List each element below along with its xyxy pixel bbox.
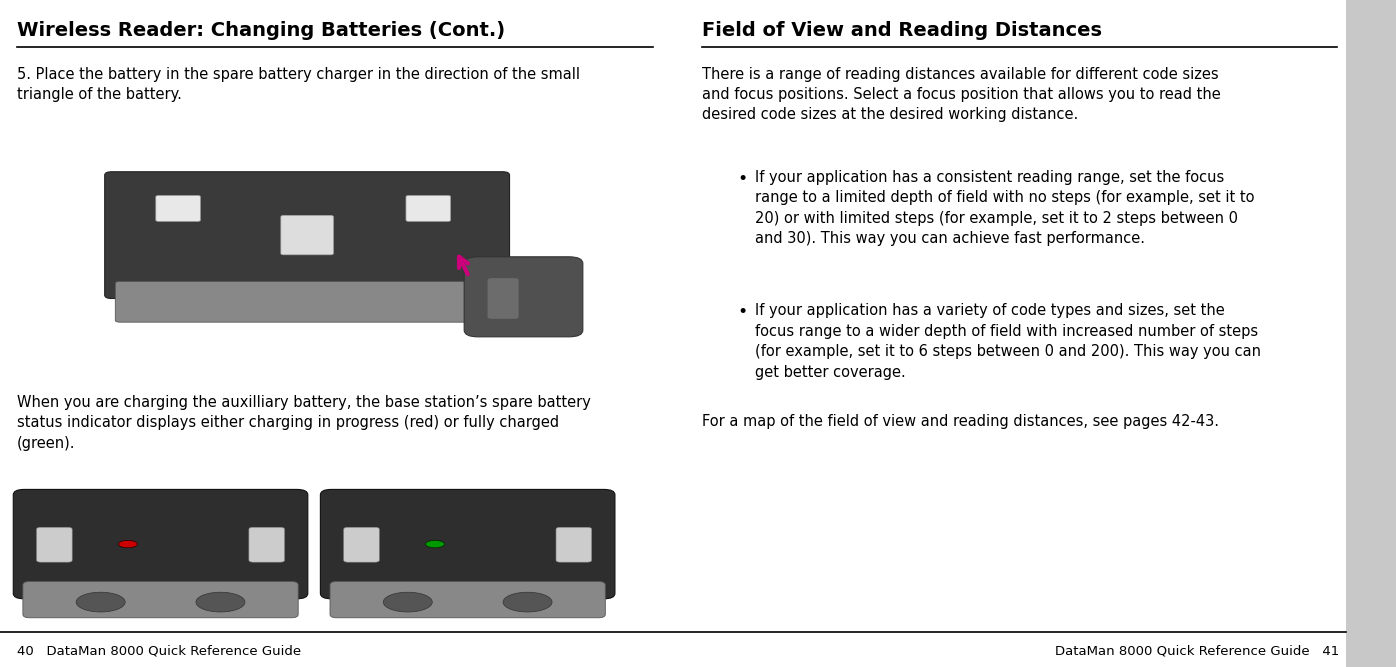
Text: DataMan 8000 Quick Reference Guide   41: DataMan 8000 Quick Reference Guide 41	[1054, 645, 1339, 658]
Text: 5. Place the battery in the spare battery charger in the direction of the small
: 5. Place the battery in the spare batter…	[17, 67, 579, 102]
FancyBboxPatch shape	[463, 257, 584, 337]
FancyBboxPatch shape	[116, 281, 498, 322]
Text: If your application has a consistent reading range, set the focus
range to a lim: If your application has a consistent rea…	[755, 170, 1255, 246]
Ellipse shape	[77, 592, 126, 612]
Text: For a map of the field of view and reading distances, see pages 42-43.: For a map of the field of view and readi…	[702, 414, 1219, 428]
Text: When you are charging the auxilliary battery, the base station’s spare battery
s: When you are charging the auxilliary bat…	[17, 395, 591, 451]
Text: Field of View and Reading Distances: Field of View and Reading Distances	[702, 21, 1103, 40]
FancyBboxPatch shape	[14, 490, 309, 599]
Ellipse shape	[384, 592, 433, 612]
Text: •: •	[737, 170, 747, 188]
FancyBboxPatch shape	[36, 528, 73, 562]
FancyBboxPatch shape	[343, 528, 380, 562]
Text: •: •	[737, 303, 747, 321]
FancyBboxPatch shape	[321, 490, 614, 599]
FancyBboxPatch shape	[281, 215, 334, 255]
Text: If your application has a variety of code types and sizes, set the
focus range t: If your application has a variety of cod…	[755, 303, 1261, 380]
Ellipse shape	[503, 592, 551, 612]
FancyBboxPatch shape	[556, 528, 592, 562]
FancyBboxPatch shape	[329, 582, 606, 618]
Ellipse shape	[426, 540, 444, 548]
Ellipse shape	[119, 540, 137, 548]
Text: There is a range of reading distances available for different code sizes
and foc: There is a range of reading distances av…	[702, 67, 1222, 123]
Ellipse shape	[195, 592, 244, 612]
FancyBboxPatch shape	[22, 582, 299, 618]
FancyBboxPatch shape	[406, 195, 451, 221]
FancyBboxPatch shape	[156, 195, 201, 221]
FancyBboxPatch shape	[105, 172, 510, 299]
FancyBboxPatch shape	[487, 278, 519, 319]
Bar	[1346, 0, 1396, 667]
Text: 40   DataMan 8000 Quick Reference Guide: 40 DataMan 8000 Quick Reference Guide	[17, 645, 302, 658]
FancyBboxPatch shape	[248, 528, 285, 562]
Text: Wireless Reader: Changing Batteries (Cont.): Wireless Reader: Changing Batteries (Con…	[17, 21, 505, 40]
